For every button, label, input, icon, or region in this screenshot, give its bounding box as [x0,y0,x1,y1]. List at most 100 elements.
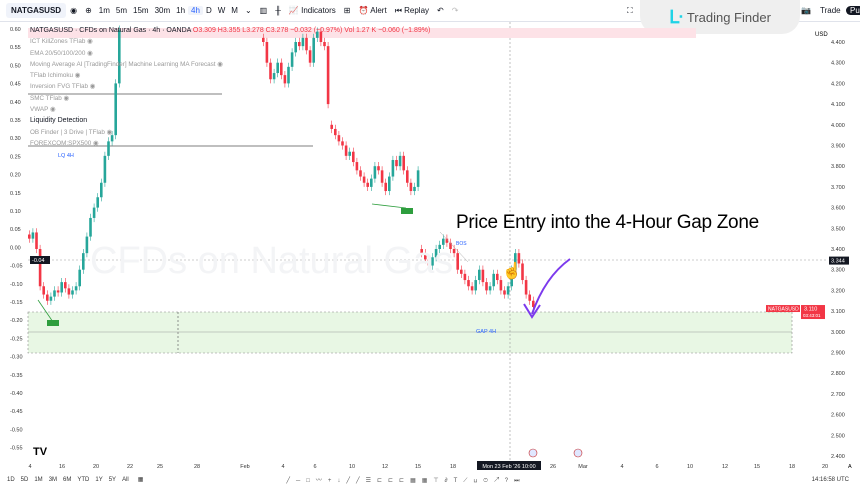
add-symbol-icon[interactable]: ⊕ [85,6,92,15]
eye-icon[interactable]: ◉ [87,83,96,91]
candle-body [107,141,110,156]
trade-button[interactable]: Trade [820,6,841,15]
eye-icon[interactable]: ◉ [85,38,93,46]
interval-15m[interactable]: 15m [133,6,149,15]
drawing-tools[interactable]: ╱─□〰+↓╱╱☰⊏⊏⊏▦▦⊤∂T⟋⊔⊙↗?⏭ [286,477,526,484]
fullscreen-icon[interactable]: ⛶ [627,5,633,15]
eye-icon[interactable]: ◉ [91,139,99,147]
eye-icon[interactable]: ◉ [85,49,93,57]
indicator-item[interactable]: Moving Average AI [TradingFinder] Machin… [30,59,430,70]
interval-1m[interactable]: 1m [98,6,110,15]
indicator-list: ICT KillZones TFlab ◉ EMA 20/50/100/200 ◉… [30,36,430,149]
camera-icon[interactable]: 📷 [801,6,811,15]
time-tick: 4 [281,464,284,470]
left-tick: 0.10 [10,209,21,215]
indicators-button[interactable]: 📈 Indicators [288,6,336,15]
candle-body [326,46,330,105]
indicator-item[interactable]: OB Finder | 3 Drive | TFlab ◉ [30,127,430,138]
range-5D[interactable]: 5D [20,476,29,483]
candle-body [503,290,506,295]
candle-body [298,42,301,47]
event-flag-icon [573,448,583,458]
indicator-item[interactable]: Liquidity Detection [30,115,430,126]
candle-body [78,269,81,287]
interval-M[interactable]: M [231,6,238,15]
indicator-item[interactable]: Inversion FVG TFlab ◉ [30,81,430,92]
candle-body [391,159,395,177]
indicator-item[interactable]: TFlab Ichimoku ◉ [30,70,430,81]
candle-body [85,236,89,254]
price-tick: 3.700 [831,185,845,191]
eye-icon[interactable]: ◉ [70,6,78,15]
interval-1h[interactable]: 1h [176,6,186,15]
range-All[interactable]: All [122,476,129,483]
left-tick: 0.30 [10,136,21,142]
candle-body [42,286,45,295]
candle-body [56,290,60,293]
indicator-label: FOREXCOM:SPX500 [30,139,92,147]
alert-button[interactable]: ⏰ Alert [358,6,387,15]
candle-body [355,162,359,171]
time-tick: 22 [127,464,133,470]
eye-icon[interactable]: ◉ [73,72,81,80]
indicator-label: OB Finder | 3 Drive | TFlab [30,128,105,136]
time-tick: 18 [789,464,795,470]
indicator-item[interactable]: EMA 20/50/100/200 ◉ [30,48,430,59]
price-tick: 4.200 [831,81,845,87]
indicator-label: Liquidity Detection [30,117,88,125]
range-1Y[interactable]: 1Y [95,476,103,483]
interval-group: 1m 5m 15m 30m 1h 4h D W M [96,6,241,15]
eye-icon[interactable]: ◉ [61,94,69,102]
time-tick: 10 [349,464,355,470]
candle-body [517,253,521,264]
candle-body [60,282,63,293]
left-tick: 0.05 [10,227,21,233]
candle-body [521,263,524,281]
indicator-item[interactable]: FOREXCOM:SPX500 ◉ [30,138,430,149]
replay-button[interactable]: ⏮ Replay [394,5,430,15]
candle-body [514,253,517,270]
bottom-toolbar: 1D 5D 1M 3M 6M YTD 1Y 5Y All ▦ ╱─□〰+↓╱╱☰⊏⊏⊏▦▦⊤∂T… [0,475,860,484]
liquidity-line [37,299,54,323]
candle-body [384,182,387,192]
candle-style-icon[interactable]: ╫ [275,6,281,15]
candle-body [492,273,495,287]
templates-icon[interactable]: ⊞ [343,6,351,15]
indicator-item[interactable]: VWAP ◉ [30,104,430,115]
interval-D[interactable]: D [205,6,212,15]
chevron-down-icon[interactable]: ⌄ [244,6,252,15]
calendar-icon[interactable]: ▦ [137,477,144,483]
indicator-item[interactable]: SMC TFlab ◉ [30,93,430,104]
interval-5m[interactable]: 5m [115,6,128,15]
alert-label: Alert [370,6,387,15]
eye-icon[interactable]: ◉ [104,128,113,136]
range-YTD[interactable]: YTD [77,476,90,483]
eye-icon[interactable]: ◉ [48,106,56,114]
candle-body [496,273,499,281]
publish-button[interactable]: Pu [846,6,860,15]
candle-body [470,286,474,291]
crosshair-time-box [477,461,541,470]
time-tick: 26 [550,464,556,470]
indicator-label: Inversion FVG TFlab [30,83,88,91]
redo-icon[interactable]: ↷ [451,6,459,15]
bar-style-icon[interactable]: ▥ [259,6,268,15]
interval-4h[interactable]: 4h [188,6,203,15]
left-tick: 0.00 [10,245,21,251]
interval-W[interactable]: W [217,6,226,15]
undo-icon[interactable]: ↶ [437,6,444,15]
crosshair-time: Mon 23 Feb '26 10:00 [482,464,535,470]
candle-body [269,62,272,80]
range-3M[interactable]: 3M [48,476,58,483]
interval-30m[interactable]: 30m [154,6,171,15]
range-5Y[interactable]: 5Y [108,476,117,483]
range-1D[interactable]: 1D [7,476,15,483]
symbol-search[interactable]: NATGASUSD [6,3,67,18]
indicator-item[interactable]: ICT KillZones TFlab ◉ [30,36,430,47]
candle-body [485,282,488,291]
range-6M[interactable]: 6M [63,476,72,483]
eye-icon[interactable]: ◉ [215,60,223,68]
range-1M[interactable]: 1M [34,476,43,483]
indicator-label: VWAP [30,106,49,114]
